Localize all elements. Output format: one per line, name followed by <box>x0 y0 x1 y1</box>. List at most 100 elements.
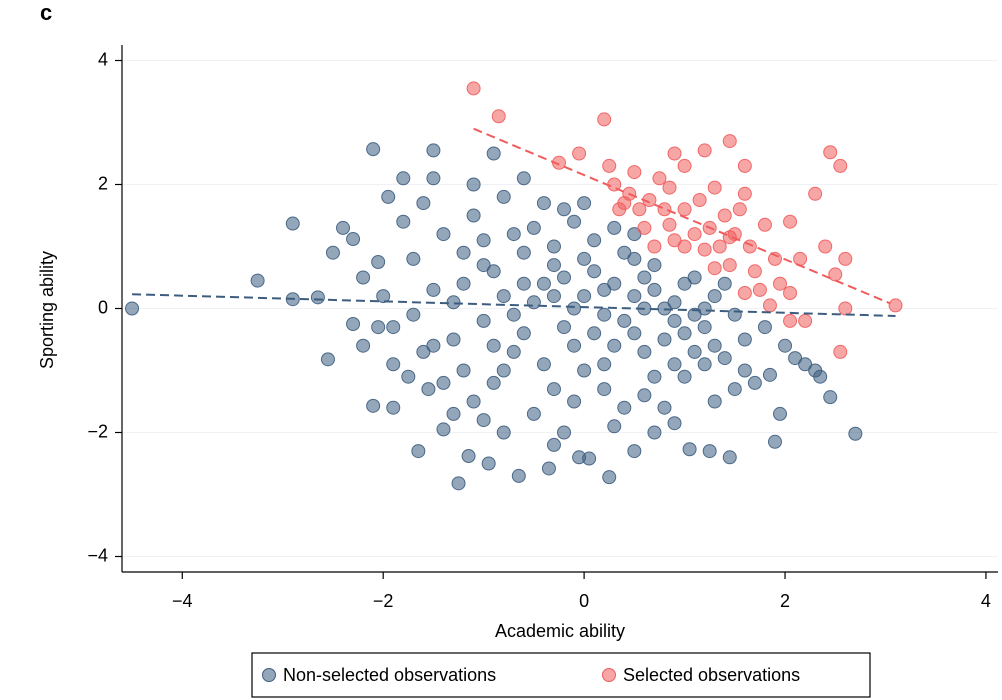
point <box>536 357 551 372</box>
point <box>798 357 813 372</box>
point <box>667 233 682 248</box>
point <box>546 239 561 254</box>
point <box>783 313 798 328</box>
point <box>486 338 501 353</box>
point <box>406 251 421 266</box>
point <box>607 276 622 291</box>
point <box>833 158 848 173</box>
point <box>687 344 702 359</box>
point <box>597 282 612 297</box>
point <box>637 344 652 359</box>
point <box>446 295 461 310</box>
point <box>627 227 642 242</box>
point <box>697 242 712 257</box>
point <box>486 264 501 279</box>
legend-label: Non-selected observations <box>283 665 496 685</box>
point <box>627 251 642 266</box>
point <box>516 326 531 341</box>
point <box>396 214 411 229</box>
point <box>587 326 602 341</box>
point <box>677 326 692 341</box>
point <box>607 220 622 235</box>
point <box>732 202 747 217</box>
point <box>773 406 788 421</box>
point <box>722 134 737 149</box>
point <box>436 227 451 242</box>
point <box>647 258 662 273</box>
point <box>677 239 692 254</box>
point <box>486 146 501 161</box>
point <box>737 286 752 300</box>
point <box>697 357 712 372</box>
point <box>652 171 667 186</box>
point <box>381 189 396 204</box>
point <box>818 239 833 254</box>
point <box>285 216 300 231</box>
point <box>456 363 471 378</box>
point <box>637 220 652 235</box>
point <box>687 307 702 322</box>
point <box>657 400 672 415</box>
point <box>737 158 752 173</box>
point <box>541 461 556 476</box>
point <box>376 289 391 304</box>
point <box>456 276 471 291</box>
point <box>717 208 732 223</box>
point <box>597 307 612 322</box>
point <box>496 425 511 440</box>
point <box>426 171 441 186</box>
point <box>692 193 707 207</box>
point <box>526 406 541 421</box>
point <box>707 180 722 195</box>
y-tick-label: −4 <box>87 545 108 565</box>
point <box>491 109 506 124</box>
point <box>808 186 823 201</box>
point <box>627 326 642 341</box>
y-tick-label: 2 <box>98 173 108 193</box>
point <box>426 338 441 353</box>
x-axis-label: Academic ability <box>495 621 625 641</box>
point <box>386 357 401 372</box>
point <box>762 298 777 313</box>
point <box>737 186 752 201</box>
y-tick-label: −2 <box>87 421 108 441</box>
point <box>778 338 793 353</box>
point <box>788 351 803 366</box>
point <box>617 245 632 260</box>
point <box>557 320 572 335</box>
point <box>798 313 813 328</box>
point <box>386 400 401 415</box>
point <box>602 158 617 173</box>
point <box>737 332 752 347</box>
point <box>848 426 863 441</box>
point <box>466 177 481 192</box>
point <box>516 276 531 291</box>
point <box>456 245 471 260</box>
point <box>546 382 561 397</box>
point <box>546 437 561 452</box>
point <box>336 220 351 235</box>
point <box>677 276 692 291</box>
legend-marker <box>602 668 616 682</box>
point <box>557 202 572 217</box>
point <box>627 289 642 304</box>
point <box>536 276 551 291</box>
point <box>838 251 853 266</box>
point <box>582 451 597 466</box>
point <box>446 406 461 421</box>
point <box>506 344 521 359</box>
point <box>617 400 632 415</box>
y-tick-label: 4 <box>98 49 108 69</box>
point <box>773 276 788 291</box>
point <box>526 220 541 235</box>
x-tick-label: 0 <box>579 591 589 611</box>
point <box>647 239 662 254</box>
point <box>632 202 647 217</box>
point <box>546 289 561 304</box>
point <box>466 208 481 223</box>
point <box>451 476 466 491</box>
point <box>366 398 381 413</box>
x-tick-label: −2 <box>373 591 394 611</box>
point <box>426 282 441 297</box>
point <box>647 425 662 440</box>
